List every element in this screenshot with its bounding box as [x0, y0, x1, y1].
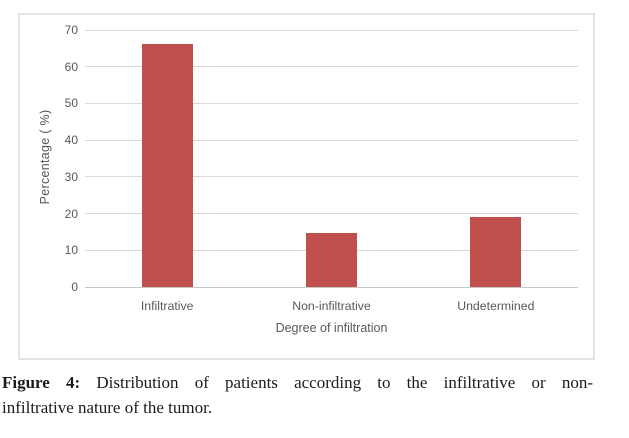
x-category-labels: Infiltrative Non-infiltrative Undetermined	[85, 299, 578, 313]
bar-infiltrative	[141, 43, 193, 287]
y-gridline	[85, 29, 578, 31]
bar-undetermined	[470, 216, 522, 287]
y-gridline	[85, 102, 578, 104]
caption-line1-text: Distribution of patients according to th…	[96, 373, 594, 392]
y-gridline	[85, 66, 578, 68]
y-tick-label: 60	[64, 59, 78, 74]
y-tick-label: 30	[64, 169, 78, 184]
x-category-label: Infiltrative	[140, 299, 194, 313]
y-gridline	[85, 139, 578, 141]
x-axis-title: Degree of infiltration	[275, 321, 388, 335]
y-tick-label: 10	[64, 243, 78, 258]
y-tick-label: 0	[71, 280, 78, 294]
caption-figure-label: Figure 4:	[2, 373, 81, 392]
bar-chart: Percentage ( %) Infiltrative Non-infiltra…	[18, 13, 595, 360]
bar-non-infiltrative	[306, 233, 357, 287]
y-tick-label: 70	[64, 23, 78, 37]
y-gridline	[85, 176, 578, 178]
x-axis-line	[85, 286, 578, 288]
y-axis-title: Percentage ( %)	[38, 109, 52, 205]
x-category-label: Non-infiltrative	[292, 299, 371, 313]
y-tick-label: 40	[64, 133, 78, 148]
y-tick-label: 50	[64, 96, 78, 111]
y-gridline	[85, 213, 578, 215]
y-tick-label: 20	[64, 206, 78, 221]
x-category-label: Undetermined	[457, 299, 535, 313]
caption-line-1: Figure 4: Distribution of patients accor…	[2, 370, 593, 395]
caption-line-2: infiltrative nature of the tumor.	[2, 398, 213, 417]
figure-caption: Figure 4: Distribution of patients accor…	[2, 370, 593, 420]
